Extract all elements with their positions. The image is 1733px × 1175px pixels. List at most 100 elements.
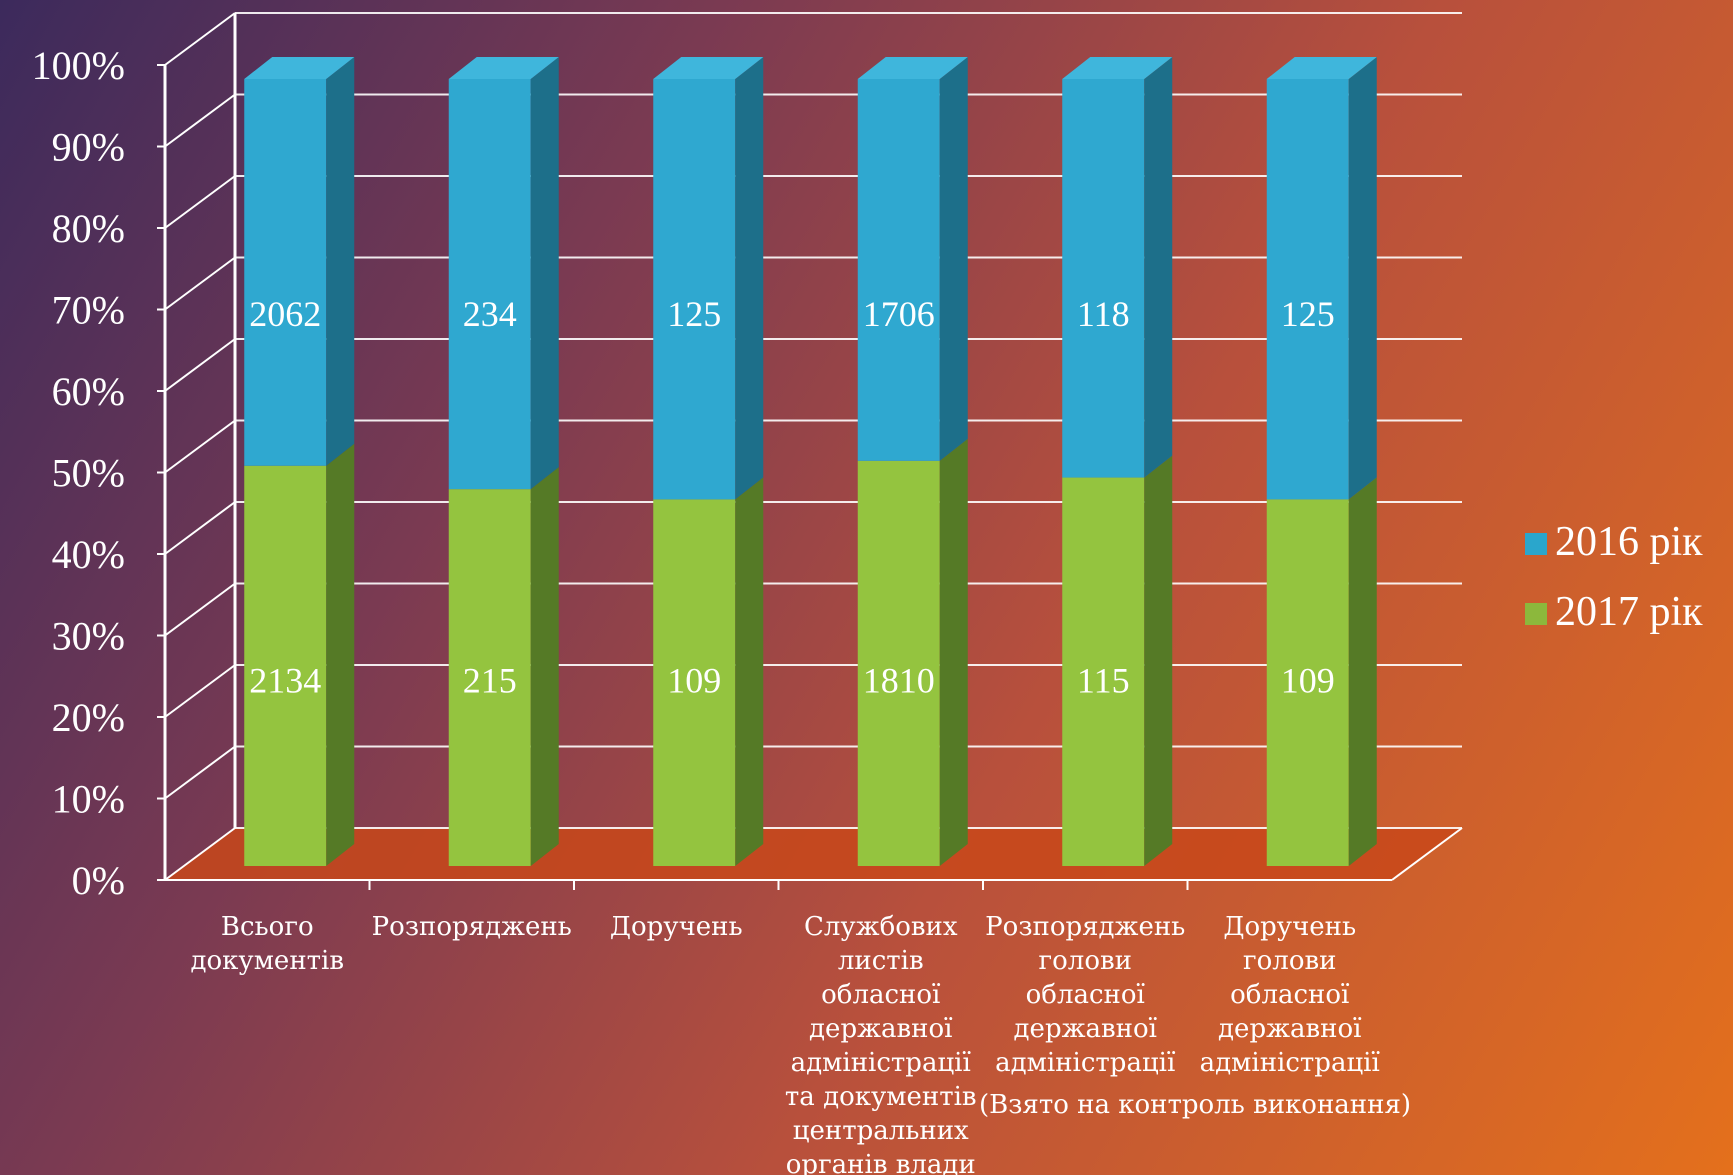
- category-label: Доручень: [1223, 912, 1356, 942]
- category-label: Службових: [804, 912, 958, 942]
- bar-2016-side: [1144, 57, 1173, 478]
- bar-2017: [1062, 477, 1145, 866]
- bar-2016: [653, 79, 736, 500]
- category-label: Всього: [221, 912, 314, 942]
- gridline-diagonal: [164, 175, 236, 229]
- gridline-diagonal: [164, 582, 236, 637]
- bar-2016: [448, 79, 531, 490]
- gridline-diagonal: [164, 419, 236, 474]
- gridline-diagonal: [164, 12, 236, 66]
- bar-top: [448, 57, 559, 79]
- category-label: обласної: [821, 980, 941, 1010]
- bar-2017-side: [1144, 455, 1173, 866]
- category-label: державної: [1218, 1014, 1362, 1044]
- bar-stack: 118 115: [1062, 57, 1173, 866]
- data-label-2016: 118: [1077, 294, 1130, 334]
- category-label: Розпоряджень: [985, 912, 1185, 942]
- bar-top: [653, 57, 764, 79]
- data-label-2017: 1810: [863, 661, 935, 701]
- data-label-2016: 234: [463, 294, 517, 334]
- y-tick-label: 70%: [52, 288, 125, 333]
- bar-top: [857, 57, 968, 79]
- bar-2017: [857, 460, 940, 866]
- y-tick-label: 10%: [52, 777, 125, 822]
- category-label: Доручень: [610, 912, 743, 942]
- y-axis-ticks: 0% 10% 20% 30% 40% 50% 60% 70% 80% 90% 100%: [32, 43, 165, 903]
- gridline-diagonal: [164, 501, 236, 555]
- bar-2016: [857, 79, 940, 461]
- category-label: адміністрації: [791, 1048, 972, 1078]
- bar-2016-side: [326, 57, 355, 466]
- bar-2017: [244, 465, 327, 866]
- data-label-2017: 109: [667, 661, 721, 701]
- data-label-2017: 109: [1281, 661, 1335, 701]
- legend-label: 2016 рік: [1555, 519, 1703, 565]
- gridline-diagonal: [164, 256, 236, 311]
- bar-2017: [448, 489, 531, 866]
- gridline-diagonal: [164, 745, 236, 800]
- legend-swatch: [1525, 603, 1547, 625]
- category-label: органів влади: [786, 1150, 976, 1175]
- category-label: державної: [1014, 1014, 1158, 1044]
- bar-top: [244, 57, 355, 79]
- gridline-diagonal: [164, 93, 236, 148]
- bar-2016-side: [735, 57, 764, 500]
- bar-2017-side: [939, 438, 968, 866]
- category-label: Розпоряджень: [372, 912, 572, 942]
- category-label: листів: [838, 946, 924, 976]
- bar-2017: [1266, 499, 1349, 866]
- data-label-2016: 125: [1281, 294, 1335, 334]
- legend: 2016 рік 2017 рік: [1525, 519, 1703, 635]
- y-tick-label: 30%: [52, 614, 125, 659]
- bar-top: [1062, 57, 1173, 79]
- category-label: та документів: [785, 1082, 977, 1112]
- category-label: голови: [1039, 946, 1132, 976]
- bar-top: [1266, 57, 1377, 79]
- bar-stack: 2062 2134: [244, 57, 355, 866]
- category-label: обласної: [1026, 980, 1146, 1010]
- y-tick-label: 40%: [52, 532, 125, 577]
- bar-2016-side: [530, 57, 559, 490]
- data-label-2017: 215: [463, 661, 517, 701]
- data-label-2016: 2062: [249, 294, 321, 334]
- bar-2017-side: [530, 467, 559, 866]
- category-label: центральних: [793, 1116, 969, 1146]
- bar-2017-side: [1348, 477, 1377, 866]
- category-label: адміністрації: [1200, 1048, 1381, 1078]
- y-tick-label: 90%: [52, 125, 125, 170]
- y-tick-label: 60%: [52, 369, 125, 414]
- y-tick-label: 80%: [52, 206, 125, 251]
- bar-2016-side: [1348, 57, 1377, 500]
- gridline-diagonal: [164, 664, 236, 718]
- bar-2017: [653, 499, 736, 866]
- bar-2017-side: [326, 443, 355, 866]
- category-label: обласної: [1230, 980, 1350, 1010]
- data-label-2017: 2134: [249, 661, 321, 701]
- bar-2016: [1062, 79, 1145, 478]
- floor-edge: [1391, 827, 1463, 881]
- data-label-2016: 1706: [863, 294, 935, 334]
- bars: 2062 2134 234 215 125 109 1706 1810 118 115 125 109: [244, 57, 1377, 890]
- bar-stack: 125 109: [1266, 57, 1377, 866]
- legend-swatch: [1525, 533, 1547, 555]
- y-tick-label: 0%: [72, 858, 125, 903]
- bar-2016: [244, 79, 327, 466]
- category-labels: Всього документів Розпоряджень Доручень Служ…: [191, 912, 1381, 1175]
- bar-stack: 125 109: [653, 57, 764, 866]
- category-label: документів: [191, 946, 345, 976]
- gridline-diagonal: [164, 338, 236, 392]
- category-label: голови: [1243, 946, 1336, 976]
- gridline-diagonal: [164, 827, 236, 881]
- bar-2016-side: [939, 57, 968, 461]
- bar-stack: 234 215: [448, 57, 559, 866]
- y-tick-label: 50%: [52, 451, 125, 496]
- y-tick-label: 20%: [52, 695, 125, 740]
- annotation: (Взято на контроль виконання): [979, 1090, 1411, 1120]
- legend-label: 2017 рік: [1555, 589, 1703, 635]
- y-tick-label: 100%: [32, 43, 125, 88]
- data-label-2017: 115: [1077, 661, 1130, 701]
- data-label-2016: 125: [667, 294, 721, 334]
- bar-2016: [1266, 79, 1349, 500]
- category-label: адміністрації: [995, 1048, 1176, 1078]
